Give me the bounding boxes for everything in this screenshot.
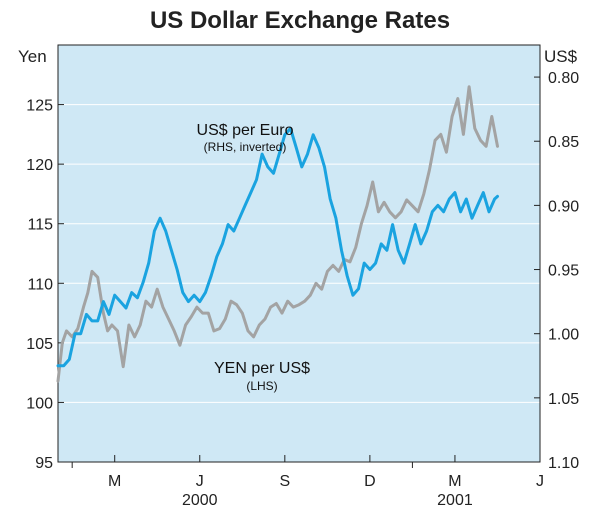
right-tick-label: 0.80 xyxy=(548,70,579,87)
euro-series-sublabel: (RHS, inverted) xyxy=(204,140,287,154)
left-tick-label: 120 xyxy=(26,157,53,174)
euro-series-label: US$ per Euro xyxy=(197,122,294,139)
left-tick-label: 110 xyxy=(27,276,53,293)
chart-title: US Dollar Exchange Rates xyxy=(150,7,450,34)
yen-per-usd-line xyxy=(56,85,499,383)
year-label-2001: 2001 xyxy=(437,492,473,509)
right-tick-label: 1.05 xyxy=(548,391,579,408)
right-tick-label: 1.00 xyxy=(548,327,579,344)
left-tick-label: 115 xyxy=(27,217,53,234)
right-tick-label: 0.85 xyxy=(548,134,579,151)
left-tick-label: 105 xyxy=(26,336,53,353)
year-label-2000: 2000 xyxy=(182,492,218,509)
x-tick-label: D xyxy=(364,473,376,490)
x-tick-label: J xyxy=(196,473,204,490)
yen-series-sublabel: (LHS) xyxy=(246,379,277,393)
right-tick-label: 0.95 xyxy=(548,263,579,280)
right-tick-label: 1.10 xyxy=(548,455,579,472)
left-tick-label: 95 xyxy=(35,455,53,472)
usd-per-euro-line xyxy=(56,126,499,368)
x-tick-label: J xyxy=(536,473,544,490)
x-tick-label: S xyxy=(279,473,290,490)
x-tick-label: M xyxy=(448,473,461,490)
yen-series-label: YEN per US$ xyxy=(214,360,310,377)
left-tick-label: 125 xyxy=(26,98,53,115)
x-tick-label: M xyxy=(108,473,121,490)
left-axis-title: Yen xyxy=(18,47,47,66)
right-tick-label: 0.90 xyxy=(548,198,579,215)
right-axis-title: US$ xyxy=(544,47,578,66)
left-tick-label: 100 xyxy=(26,395,53,412)
plot-border xyxy=(57,44,541,463)
